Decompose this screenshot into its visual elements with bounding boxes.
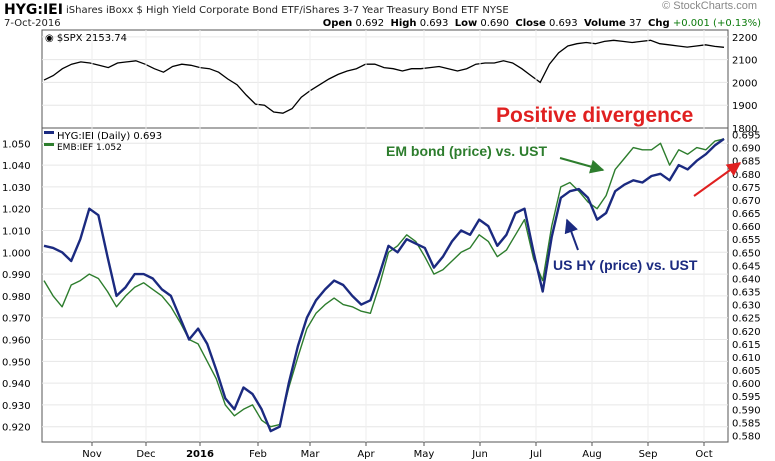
y-tick-label-right: 0.585 [732, 418, 761, 429]
high-label: High [390, 18, 417, 29]
spx-panel: 1800 1900 2000 2100 2200 ◉ $SPX 2153.74 [41, 29, 757, 135]
y-tick-label-right: 0.695 [732, 131, 761, 142]
x-tick-label: Jun [471, 449, 488, 460]
y-tick-label-right: 0.640 [732, 274, 761, 285]
x-tick-label: May [414, 449, 435, 460]
x-tick-label: Nov [82, 449, 102, 460]
y-tick-label-left: 0.930 [2, 401, 31, 412]
y-tick-label-right: 0.675 [732, 183, 761, 194]
volume-value: 37 [628, 18, 642, 29]
y-tick-label-right: 0.670 [732, 196, 761, 207]
legend-em: EMB:IEF 1.052 [57, 143, 122, 153]
volume-label: Volume [583, 18, 626, 29]
y-tick-label-right: 0.600 [732, 379, 761, 390]
y-tick-label-left: 1.050 [2, 139, 31, 150]
y-tick-label-right: 0.625 [732, 314, 761, 325]
open-label: Open [322, 18, 353, 29]
close-value: 0.693 [548, 18, 578, 29]
open-value: 0.692 [355, 18, 385, 29]
annotation-positive-divergence: Positive divergence [496, 104, 693, 127]
y-tick-label-left: 1.000 [2, 248, 31, 259]
annotation-em-bond: EM bond (price) vs. UST [386, 143, 547, 159]
x-tick-label: 2016 [186, 449, 214, 460]
y-tick-label-right: 0.610 [732, 353, 761, 364]
security-name: iShares iBoxx $ High Yield Corporate Bon… [66, 5, 509, 16]
y-tick-label-left: 0.950 [2, 357, 31, 368]
annotation-us-hy: US HY (price) vs. UST [553, 257, 698, 273]
y-tick-label-left: 0.920 [2, 423, 31, 434]
ohlc-readout: Open 0.692 High 0.693 Low 0.690 Close 0.… [323, 18, 761, 29]
legend-swatch-em [44, 143, 54, 146]
y-tick-label-left: 0.970 [2, 314, 31, 325]
y-tick-label-right: 0.645 [732, 261, 761, 272]
arrow-hy [564, 218, 579, 251]
y-tick-label-right: 0.630 [732, 301, 761, 312]
y-tick-label-right: 0.685 [732, 157, 761, 168]
x-tick-label: Oct [695, 449, 712, 460]
low-label: Low [454, 18, 478, 29]
spx-y-tick-label: 1900 [732, 101, 757, 112]
symbol-title: HYG:IEI [4, 2, 63, 18]
arrow-em [559, 157, 605, 174]
spx-y-tick-label: 1800 [732, 124, 757, 135]
y-tick-label-left: 1.030 [2, 183, 31, 194]
y-tick-label-right: 0.605 [732, 366, 761, 377]
y-tick-label-left: 0.980 [2, 292, 31, 303]
x-tick-label: Aug [582, 449, 602, 460]
y-tick-label-left: 1.040 [2, 161, 31, 172]
y-tick-label-right: 0.680 [732, 170, 761, 181]
chart-header: HYG:IEI iShares iBoxx $ High Yield Corpo… [0, 0, 775, 30]
x-tick-label: Jul [529, 449, 542, 460]
x-tick-label: Dec [136, 449, 155, 460]
legend-swatch-hy [44, 131, 54, 134]
legend-hy: HYG:IEI (Daily) 0.693 [57, 131, 162, 142]
y-tick-label-left: 0.940 [2, 379, 31, 390]
spx-legend: ◉ $SPX 2153.74 [45, 33, 127, 44]
y-tick-label-right: 0.690 [732, 144, 761, 155]
emb-ief-series-line [43, 138, 725, 428]
x-tick-label: Feb [249, 449, 267, 460]
x-tick-label: Apr [357, 449, 375, 460]
y-tick-label-right: 0.595 [732, 392, 761, 403]
hyg-iei-series-line [43, 137, 725, 433]
y-tick-label-right: 0.665 [732, 209, 761, 220]
y-tick-label-right: 0.620 [732, 327, 761, 338]
y-tick-label-right: 0.655 [732, 235, 761, 246]
arrow-divergence [693, 162, 742, 197]
y-tick-label-left: 0.960 [2, 336, 31, 347]
y-tick-label-right: 0.590 [732, 405, 761, 416]
y-tick-label-left: 1.010 [2, 226, 31, 237]
high-value: 0.693 [419, 18, 449, 29]
y-tick-label-left: 0.990 [2, 270, 31, 281]
spx-y-tick-label: 2000 [732, 78, 757, 89]
chg-value: +0.001 (+0.13%) [672, 18, 761, 29]
ratio-panel: 1.050 1.040 1.030 1.020 1.010 1.000 0.990 0.980… [2, 30, 761, 460]
stockcharts-watermark: © StockCharts.com [662, 0, 757, 12]
y-tick-label-right: 0.650 [732, 248, 761, 259]
spx-series-line [43, 39, 725, 114]
chg-label: Chg [648, 18, 670, 29]
y-tick-label-right: 0.615 [732, 340, 761, 351]
y-tick-label-right: 0.580 [732, 431, 761, 442]
low-value: 0.690 [480, 18, 510, 29]
y-tick-label-right: 0.660 [732, 222, 761, 233]
main-frame [41, 127, 729, 443]
spx-y-tick-label: 2200 [732, 33, 757, 44]
y-tick-label-right: 0.635 [732, 288, 761, 299]
spx-y-tick-label: 2100 [732, 56, 757, 67]
y-tick-label-left: 1.020 [2, 205, 31, 216]
close-label: Close [515, 18, 546, 29]
chart-date: 7-Oct-2016 [4, 18, 61, 29]
x-tick-label: Sep [639, 449, 658, 460]
x-tick-label: Mar [301, 449, 321, 460]
